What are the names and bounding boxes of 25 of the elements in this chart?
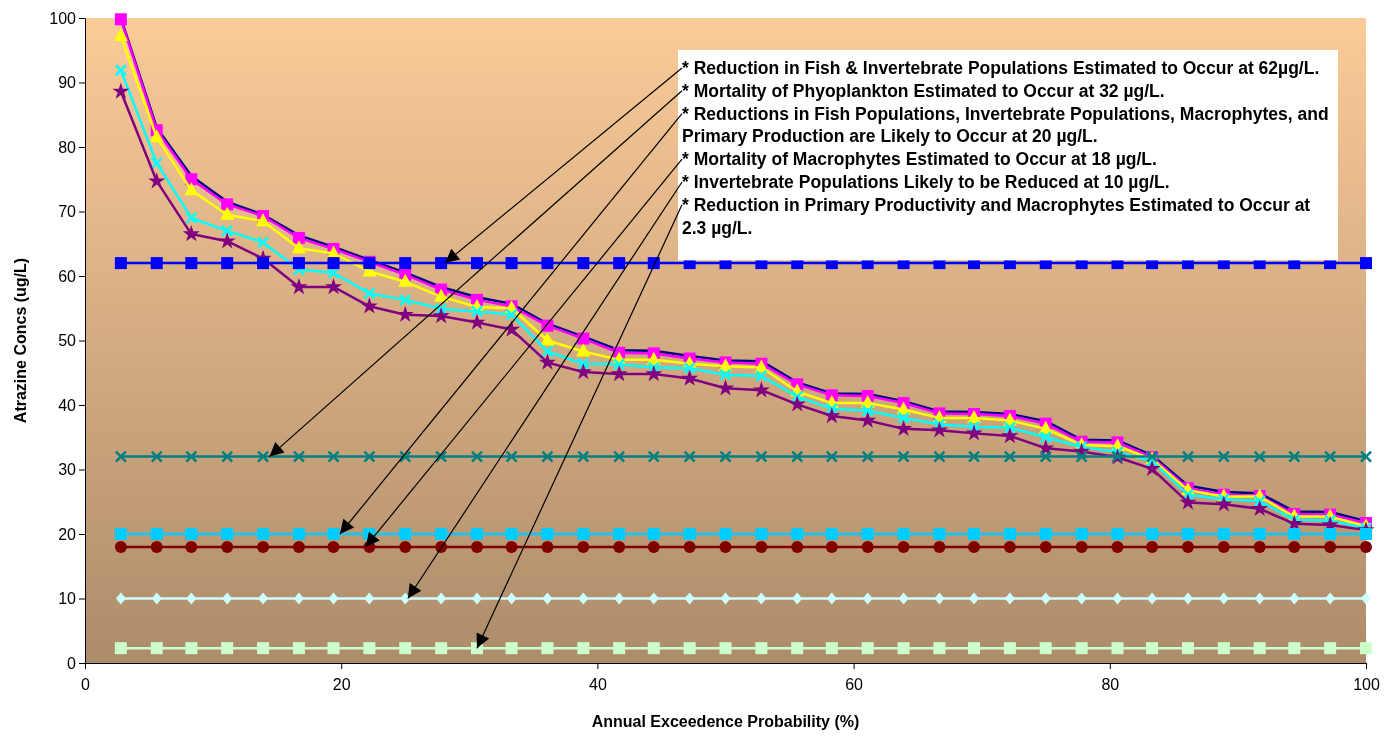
annotation: * Mortality of Macrophytes Estimated to Occur at 18 µg/L.: [682, 149, 1157, 170]
x-tick-label: 0: [81, 675, 91, 693]
x-axis-title: Annual Exceedence Probability (%): [591, 713, 860, 730]
y-tick-label: 0: [67, 654, 77, 672]
annotation: * Mortality of Phyoplankton Estimated to Occur at 32 µg/L.: [682, 80, 1165, 101]
y-tick-label: 60: [58, 267, 77, 285]
x-tick-label: 20: [332, 675, 351, 693]
x-tick-label: 40: [589, 675, 607, 693]
y-tick-label: 30: [58, 461, 77, 479]
y-tick-label: 20: [58, 525, 77, 543]
annotation: * Reduction in Primary Productivity and Macrophytes Estimated to Occur at 2.3 µg/L.: [682, 194, 1311, 238]
x-tick-label: 80: [1101, 675, 1120, 693]
x-tick-label: 100: [1353, 675, 1380, 693]
y-tick-label: 70: [58, 203, 77, 221]
y-tick-label: 50: [58, 332, 77, 350]
y-tick-label: 100: [49, 9, 77, 27]
x-tick-label: 60: [845, 675, 864, 693]
annotation: * Invertebrate Populations Likely to be Reduced at 10 µg/L.: [682, 172, 1170, 192]
annotation: * Reductions in Fish Populations, Invertebrate Populations, Macrophytes, and Primary Production are Likely to Occur at 20 µg/L.: [682, 103, 1329, 147]
annotation: * Reduction in Fish & Invertebrate Populations Estimated to Occur at 62µg/L.: [682, 58, 1320, 78]
y-axis-title: Atrazine Concs (ug/L): [12, 257, 29, 424]
y-tick-label: 40: [58, 396, 77, 414]
y-tick-label: 10: [58, 590, 77, 608]
y-tick-label: 80: [58, 138, 77, 156]
y-tick-label: 90: [58, 74, 77, 92]
